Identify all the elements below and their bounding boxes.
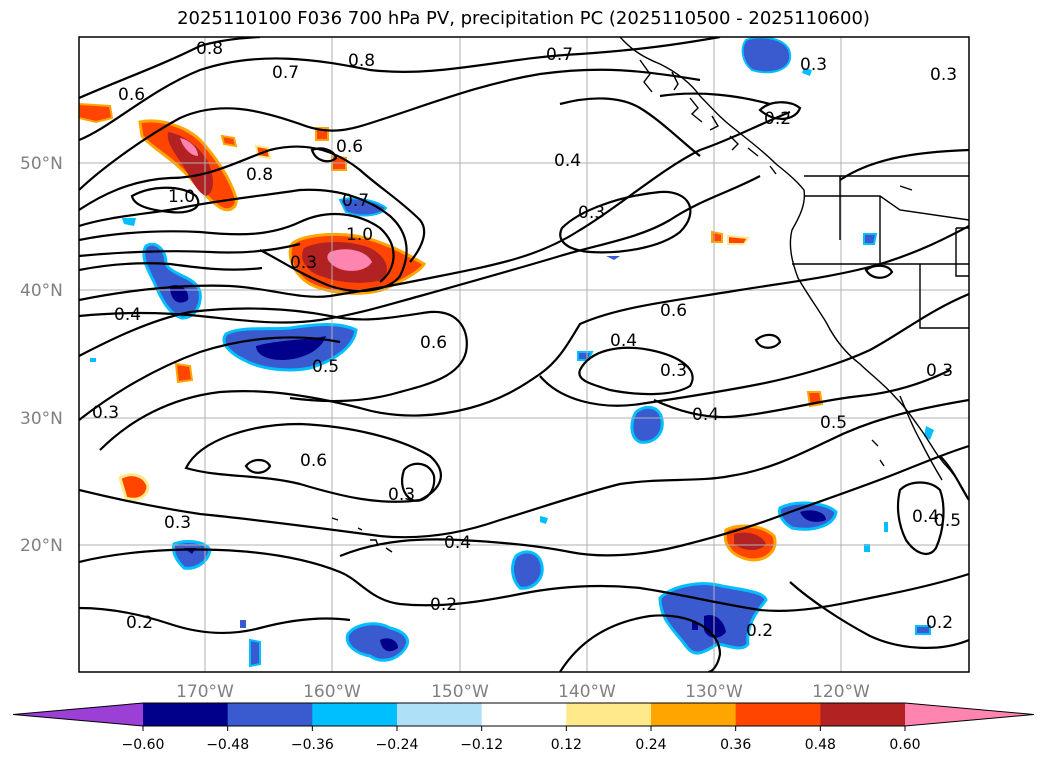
colorbar-tick-label: 0.12	[551, 737, 582, 753]
pv-contour-label: 0.4	[114, 305, 141, 325]
lat-label: 20°N	[20, 536, 63, 556]
pv-contour-label: 0.3	[164, 513, 191, 533]
latitude-labels: 50°N 40°N 30°N 20°N	[20, 154, 63, 556]
figure-title: 2025110100 F036 700 hPa PV, precipitatio…	[177, 8, 870, 29]
pv-contour-label: 0.3	[930, 65, 957, 85]
precip-anomaly-fills	[79, 37, 934, 668]
pv-contour-label: 0.2	[126, 613, 153, 633]
colorbar-tick-label: −0.12	[460, 737, 503, 753]
pv-contour-label: 0.6	[300, 451, 327, 471]
graticule	[79, 37, 969, 672]
pv-contour-label: 0.7	[546, 45, 573, 65]
pv-contour-label: 0.3	[388, 485, 415, 505]
pv-contour-label: 0.8	[246, 165, 273, 185]
pv-contours	[79, 37, 969, 672]
pv-contour-label: 0.4	[692, 405, 719, 425]
colorbar-segment	[312, 703, 398, 726]
lat-label: 30°N	[20, 409, 63, 429]
colorbar-segment	[397, 703, 483, 726]
pv-contour-label: 1.0	[168, 187, 195, 207]
map-frame	[78, 36, 970, 673]
pv-contour-label: 0.2	[764, 109, 791, 129]
pv-contour-label: 0.8	[196, 39, 223, 59]
pv-contour-label: 0.3	[660, 361, 687, 381]
longitude-labels: 170°W 160°W 150°W 140°W 130°W 120°W	[176, 682, 870, 702]
lat-label: 50°N	[20, 154, 63, 174]
pv-contour-label: 0.4	[554, 151, 581, 171]
colorbar-segment	[820, 703, 906, 726]
colorbar-tick-label: −0.48	[206, 737, 249, 753]
colorbar-segment	[227, 703, 313, 726]
pv-contour-label: 0.2	[430, 595, 457, 615]
colorbar-tick-label: 0.24	[635, 737, 666, 753]
pv-contour-label: 0.5	[312, 357, 339, 377]
pv-contour-label: 0.5	[934, 511, 961, 531]
colorbar-tick-label: 0.48	[805, 737, 836, 753]
coastlines	[331, 37, 969, 553]
colorbar-tick-label: 0.60	[889, 737, 920, 753]
lon-label: 120°W	[812, 682, 870, 702]
pv-contour-label: 0.3	[290, 253, 317, 273]
colorbar-extend-low	[13, 703, 143, 726]
pv-contour-label: 0.3	[926, 361, 953, 381]
pv-contour-label: 0.5	[820, 413, 847, 433]
lon-label: 160°W	[303, 682, 361, 702]
colorbar-segment	[566, 703, 652, 726]
pv-contour-label: 0.4	[912, 507, 939, 527]
colorbar-tick-label: −0.36	[291, 737, 334, 753]
pv-contour-label: 1.0	[346, 225, 373, 245]
pv-contour-label: 0.6	[660, 301, 687, 321]
pv-contour-label: 0.4	[444, 533, 471, 553]
pv-contour-label: 0.3	[800, 55, 827, 75]
pv-contour-label: 0.6	[420, 333, 447, 353]
pv-contour-label: 0.3	[92, 403, 119, 423]
pv-contour-label: 0.2	[926, 613, 953, 633]
pv-contour-label: 0.7	[272, 63, 299, 83]
pv-contour-label: 0.8	[348, 51, 375, 71]
colorbar-tick-label: −0.24	[376, 737, 419, 753]
lon-label: 170°W	[176, 682, 234, 702]
colorbar: −0.60 −0.48 −0.36 −0.24 −0.12 0.12 0.24 0.36 0.4…	[12, 702, 1035, 753]
colorbar-tick-label: 0.36	[720, 737, 751, 753]
lon-label: 150°W	[431, 682, 489, 702]
pv-contour-label-group: 0.8 0.7 0.8 0.6 0.7 0.3 0.3 0.2 0.4 0.6 …	[92, 39, 961, 641]
colorbar-segment	[651, 703, 737, 726]
pv-contour-label: 0.7	[342, 191, 369, 211]
lon-label: 140°W	[558, 682, 616, 702]
pv-contour-label: 0.4	[610, 331, 637, 351]
colorbar-extend-high	[905, 703, 1034, 726]
lon-label: 130°W	[685, 682, 743, 702]
map-area: 0.8 0.7 0.8 0.6 0.7 0.3 0.3 0.2 0.4 0.6 …	[79, 37, 969, 672]
colorbar-tick-label: −0.60	[122, 737, 165, 753]
colorbar-segment	[143, 703, 229, 726]
colorbar-segment	[735, 703, 821, 726]
colorbar-segment	[481, 703, 567, 726]
pv-contour-label: 0.3	[578, 203, 605, 223]
lat-label: 40°N	[20, 281, 63, 301]
pv-contour-label: 0.6	[336, 137, 363, 157]
pv-contour-label: 0.2	[746, 621, 773, 641]
pv-contour-label: 0.6	[118, 85, 145, 105]
